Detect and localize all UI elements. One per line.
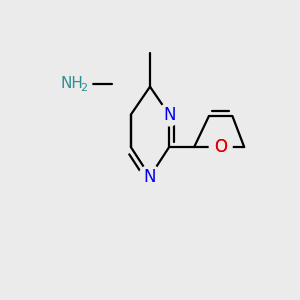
Text: O: O xyxy=(214,138,227,156)
Circle shape xyxy=(158,103,180,126)
Text: NH: NH xyxy=(61,76,83,91)
Text: 2: 2 xyxy=(80,82,87,93)
Circle shape xyxy=(209,136,232,158)
Circle shape xyxy=(139,165,161,188)
Circle shape xyxy=(209,136,232,158)
Text: O: O xyxy=(214,138,227,156)
Text: N: N xyxy=(144,167,156,185)
Text: N: N xyxy=(163,106,175,124)
Circle shape xyxy=(55,65,92,102)
